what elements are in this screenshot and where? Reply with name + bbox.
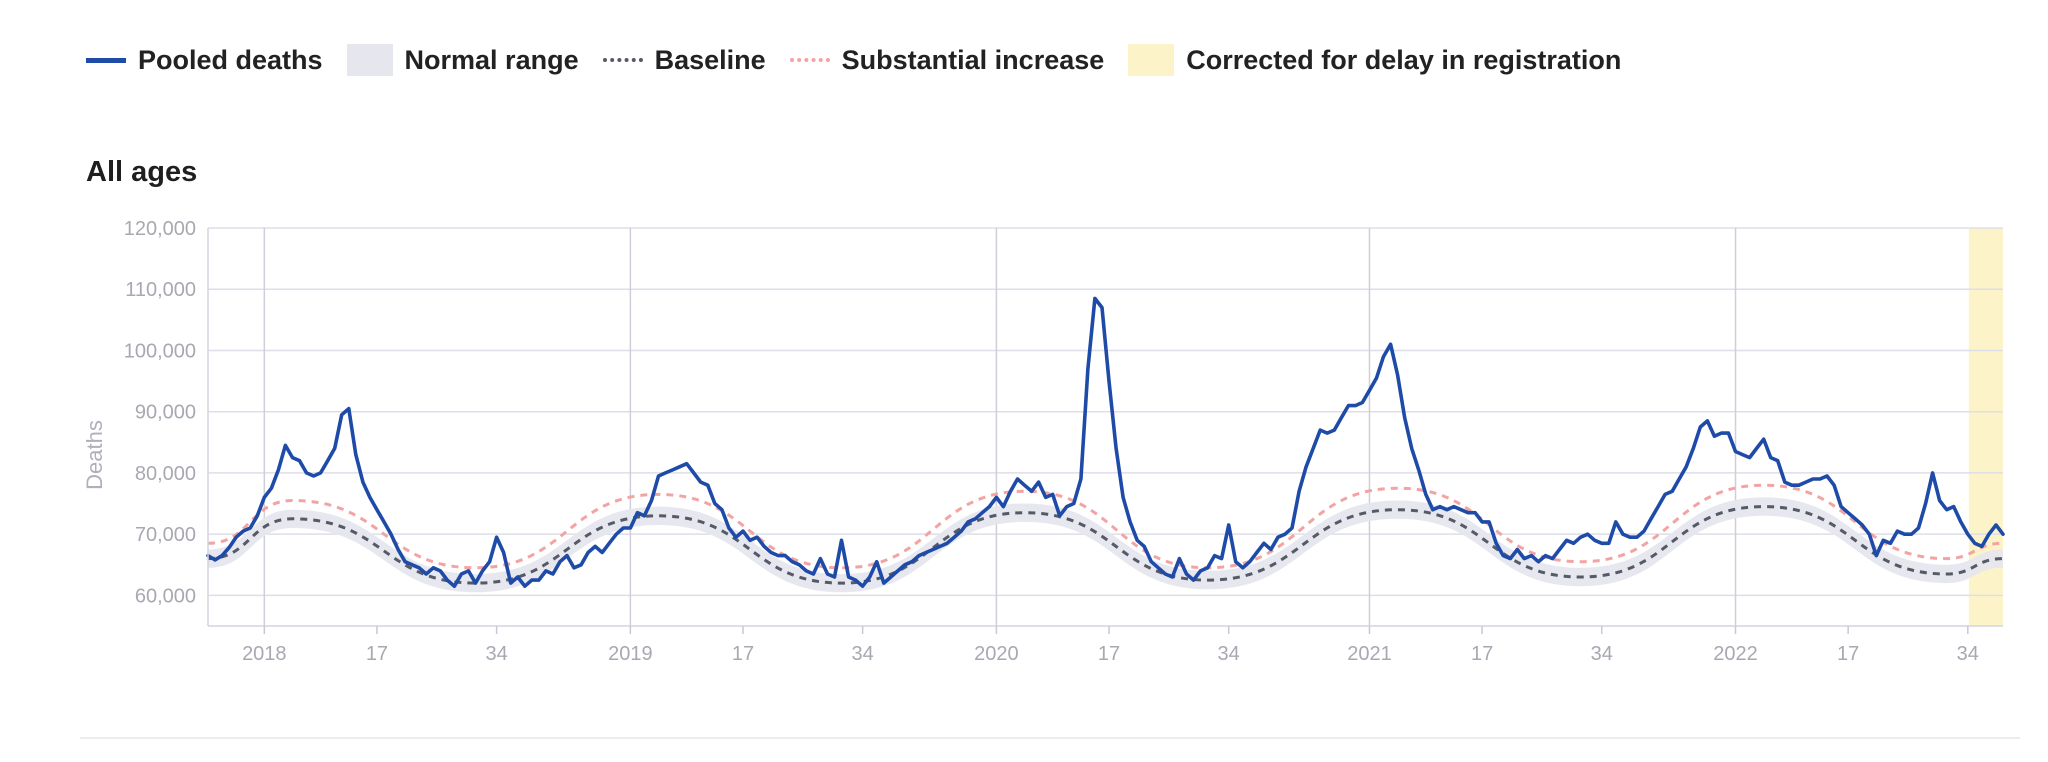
legend-label-corrected-delay: Corrected for delay in registration [1186, 44, 1622, 75]
x-tick-label: 34 [485, 643, 507, 665]
y-tick-label: 60,000 [135, 585, 196, 607]
x-tick-layer: 2018 17 34 2019 17 34 2020 17 34 2021 17 34 2022 17 34 [242, 626, 1979, 665]
x-tick-label: 17 [1837, 643, 1859, 665]
chart-title: All ages [86, 156, 198, 188]
x-tick-label: 34 [1218, 643, 1240, 665]
x-tick-label: 17 [366, 643, 388, 665]
legend-label-normal-range: Normal range [404, 44, 579, 75]
legend-item-substantial-increase[interactable]: Substantial increase [789, 44, 1105, 76]
baseline-swatch [602, 58, 643, 62]
legend-item-pooled-deaths[interactable]: Pooled deaths [86, 45, 323, 76]
legend-item-corrected-delay[interactable]: Corrected for delay in registration [1128, 44, 1621, 76]
y-tick-label: 100,000 [124, 340, 196, 362]
x-tick-label: 17 [1471, 643, 1493, 665]
legend-label-baseline: Baseline [654, 44, 766, 75]
y-tick-label: 70,000 [135, 524, 196, 546]
x-tick-label: 34 [1591, 643, 1613, 665]
x-tick-label: 2020 [974, 643, 1019, 665]
series-layer [206, 296, 2005, 589]
pooled-deaths-swatch [86, 57, 126, 63]
x-tick-label: 34 [1957, 643, 1979, 665]
y-tick-layer: 60,000 70,000 80,000 90,000 100,000 110,000 12… [124, 218, 196, 607]
y-axis-label: Deaths [82, 420, 107, 490]
x-tick-label: 2018 [242, 643, 287, 665]
x-tick-label: 2021 [1347, 643, 1392, 665]
legend-item-normal-range[interactable]: Normal range [346, 44, 579, 76]
section-divider [80, 737, 2020, 739]
corrected-delay-swatch [1128, 44, 1175, 76]
x-tick-label: 17 [732, 643, 754, 665]
grid-layer [208, 227, 2003, 626]
baseline-line [207, 505, 2004, 585]
chart-legend: Pooled deaths Normal range Baseline Subs… [86, 44, 1621, 76]
y-tick-label: 120,000 [124, 218, 196, 240]
legend-label-substantial-increase: Substantial increase [841, 44, 1105, 75]
x-tick-label: 2022 [1713, 643, 1758, 665]
substantial-increase-line [207, 483, 2004, 570]
normal-range-swatch [346, 44, 393, 76]
x-tick-label: 17 [1098, 643, 1120, 665]
y-tick-label: 90,000 [135, 402, 196, 424]
y-tick-label: 80,000 [135, 463, 196, 485]
normal-range-layer [208, 497, 2003, 593]
x-tick-label: 2019 [608, 643, 653, 665]
y-tick-label: 110,000 [125, 279, 196, 301]
substantial-increase-swatch [789, 58, 830, 62]
normal-range-band [208, 497, 2003, 593]
pooled-deaths-line [206, 296, 2005, 589]
legend-item-baseline[interactable]: Baseline [602, 44, 766, 76]
plot-frame-layer [207, 228, 2003, 627]
x-tick-label: 34 [852, 643, 874, 665]
legend-label-pooled-deaths: Pooled deaths [138, 44, 323, 75]
